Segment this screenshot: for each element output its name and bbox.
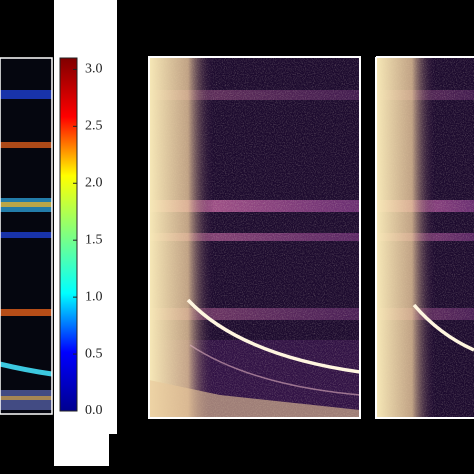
- colorbar: 0.0 0.5 1.0 1.5 2.0 2.5 3.0: [59, 57, 103, 418]
- middle-panel: [148, 56, 361, 419]
- colorbar-background: [109, 0, 117, 434]
- colorbar-tick-label: 2.0: [85, 175, 103, 190]
- colorbar-tick-label: 0.0: [85, 403, 103, 418]
- colorbar-tick-label: 1.0: [85, 289, 103, 304]
- colorbar-tick-label: 0.5: [85, 346, 103, 361]
- colorbar-scale: [59, 57, 78, 412]
- colorbar-tick-label: 3.0: [85, 62, 103, 77]
- colorbar-tick-label: 2.5: [85, 119, 103, 134]
- colorbar-tick-label: 1.5: [85, 232, 103, 247]
- right-panel: [375, 56, 474, 419]
- left-panel: [0, 57, 53, 415]
